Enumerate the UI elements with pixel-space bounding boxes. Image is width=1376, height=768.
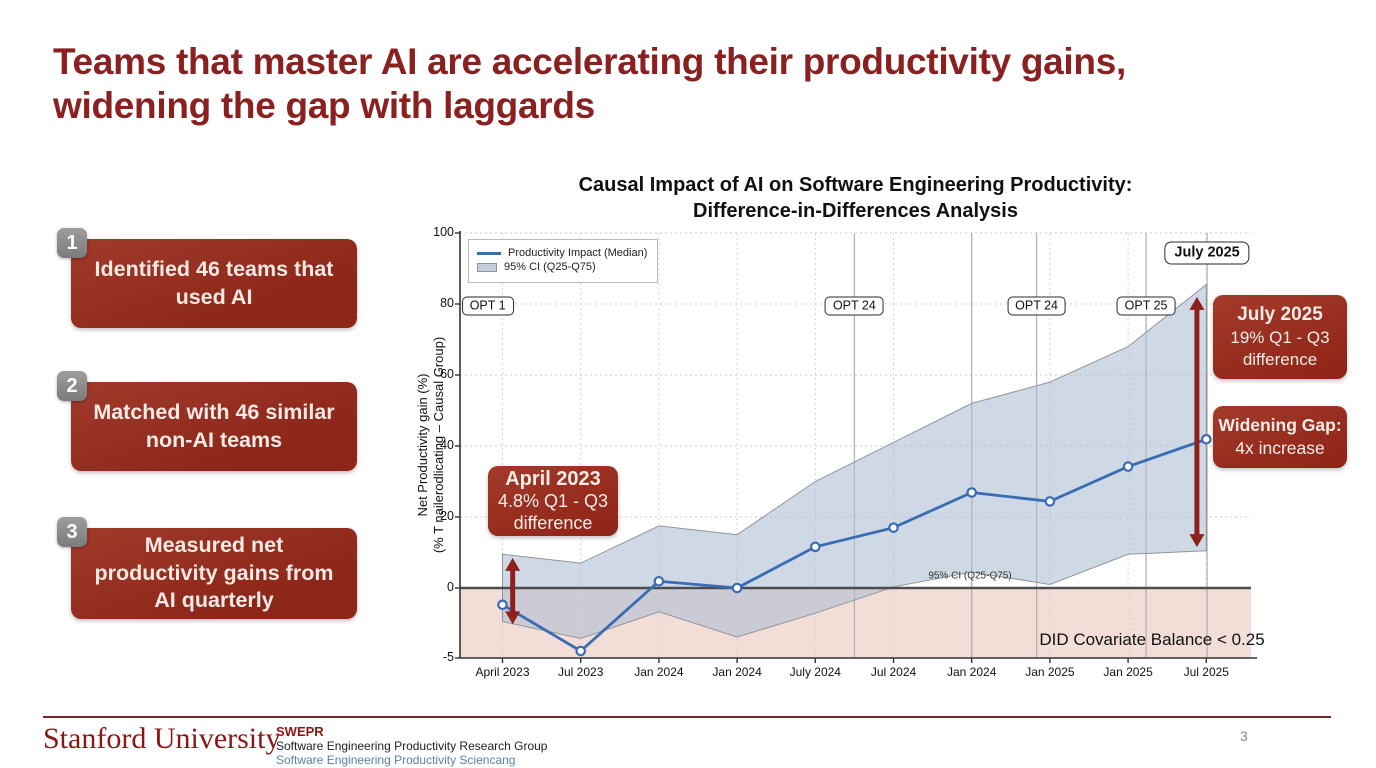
step-3-box: Measured net productivity gains from AI …	[71, 528, 357, 619]
july-callout-title: July 2025	[1237, 303, 1323, 325]
group-name: Software Engineering Productivity Resear…	[276, 738, 548, 753]
april-2023-callout: April 2023 4.8% Q1 - Q3 difference	[488, 466, 618, 536]
gap-callout-value: 4x increase	[1235, 438, 1325, 458]
widening-gap-callout: Widening Gap: 4x increase	[1213, 406, 1347, 468]
ci-inline-label: 95% CI (Q25-Q75)	[928, 570, 1012, 582]
slide-title: Teams that master AI are accelerating th…	[53, 41, 1126, 127]
chart-title: Causal Impact of AI on Software Engineer…	[410, 172, 1301, 224]
group-acronym: SWEPR	[276, 724, 324, 739]
april-callout-caption: difference	[513, 513, 593, 534]
step-1-box: Identified 46 teams that used AI	[71, 239, 357, 328]
legend-median-label: Productivity Impact (Median)	[508, 247, 648, 259]
step-2-number-badge: 2	[57, 371, 87, 401]
stanford-logo: Stanford University	[43, 722, 281, 755]
median-line-swatch-icon	[477, 252, 501, 255]
gap-callout-title: Widening Gap:	[1218, 415, 1342, 436]
chart-legend: Productivity Impact (Median) 95% CI (Q25…	[468, 239, 659, 283]
july-callout-caption: difference	[1242, 350, 1318, 370]
legend-ci-label: 95% CI (Q25-Q75)	[504, 261, 596, 273]
step-1-number-badge: 1	[57, 228, 87, 258]
page-number: 3	[1240, 728, 1248, 744]
ci-band-swatch-icon	[477, 263, 497, 272]
july-callout-value: 19% Q1 - Q3	[1230, 328, 1330, 348]
april-callout-title: April 2023	[505, 467, 601, 490]
april-callout-value: 4.8% Q1 - Q3	[497, 491, 609, 512]
group-subtitle: Software Engineering Productivity Scienc…	[276, 752, 516, 767]
chart-title-line1: Causal Impact of AI on Software Engineer…	[578, 174, 1133, 196]
footer-group-block: SWEPR Software Engineering Productivity …	[276, 724, 548, 768]
legend-row-ci: 95% CI (Q25-Q75)	[477, 262, 647, 273]
chart-title-line2: Difference-in-Differences Analysis	[693, 200, 1018, 222]
chart-area: Causal Impact of AI on Software Engineer…	[410, 160, 1370, 700]
did-balance-label: DID Covariate Balance < 0.25	[1039, 630, 1265, 649]
legend-row-median: Productivity Impact (Median)	[477, 248, 647, 259]
step-3-number-badge: 3	[57, 517, 87, 547]
step-2-box: Matched with 46 similar non-AI teams	[71, 382, 357, 471]
footer-divider	[43, 716, 1331, 718]
did-line-chart	[455, 231, 1257, 663]
july-2025-callout: July 2025 19% Q1 - Q3 difference	[1213, 295, 1347, 379]
